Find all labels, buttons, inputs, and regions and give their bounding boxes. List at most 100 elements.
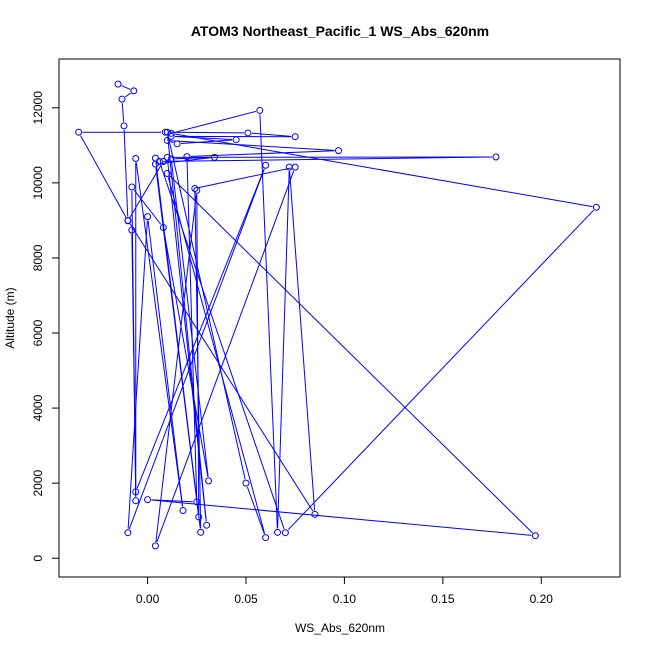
data-point xyxy=(163,136,171,144)
series-segment xyxy=(175,156,211,160)
series-segment xyxy=(131,234,137,488)
data-point xyxy=(159,224,167,232)
data-point xyxy=(262,161,270,169)
series-segment xyxy=(289,171,316,511)
y-tick-label: 10000 xyxy=(31,166,45,200)
data-point xyxy=(195,513,203,521)
data-point xyxy=(132,497,140,505)
data-point xyxy=(173,140,181,148)
series-segment xyxy=(147,220,184,507)
series-segment xyxy=(128,168,265,530)
data-point xyxy=(335,147,343,155)
series-segment xyxy=(175,136,233,140)
series-segment xyxy=(196,194,200,513)
y-axis-label: Altitude (m) xyxy=(3,287,17,348)
series-segment xyxy=(135,162,183,507)
series-segment xyxy=(246,486,265,534)
data-point xyxy=(144,213,152,221)
x-tick-label: 0.00 xyxy=(136,592,160,606)
data-point xyxy=(118,95,126,103)
data-point xyxy=(197,528,205,536)
data-point xyxy=(167,155,175,163)
data-point xyxy=(132,488,140,496)
data-point xyxy=(592,203,600,211)
data-point xyxy=(183,153,191,161)
data-point xyxy=(291,163,299,171)
x-tick-label: 0.15 xyxy=(431,592,455,606)
series-segment xyxy=(121,85,131,90)
data-point xyxy=(193,186,201,194)
series-segment xyxy=(171,162,209,477)
data-point xyxy=(193,498,201,506)
series-segment xyxy=(190,150,335,157)
data-point xyxy=(163,153,171,161)
data-point xyxy=(232,136,240,144)
data-point xyxy=(262,534,270,542)
data-point xyxy=(311,510,319,518)
data-point xyxy=(242,479,250,487)
series-segment xyxy=(124,92,131,98)
x-tick-label: 0.05 xyxy=(234,592,258,606)
data-point xyxy=(281,529,289,537)
y-tick-label: 6000 xyxy=(31,319,45,346)
series-segment xyxy=(287,209,594,531)
series-segment xyxy=(155,168,199,514)
data-point xyxy=(128,226,136,234)
data-point xyxy=(130,87,138,95)
series-segment xyxy=(136,168,265,489)
data-point xyxy=(167,132,175,140)
data-point xyxy=(114,80,122,88)
y-tick-label: 4000 xyxy=(31,394,45,421)
data-point xyxy=(163,169,171,177)
series-segment xyxy=(170,141,174,144)
data-point xyxy=(256,106,264,114)
series-segment xyxy=(251,132,292,137)
series-segment xyxy=(123,129,129,217)
series-segment xyxy=(151,499,532,536)
data-point xyxy=(151,542,159,550)
data-point xyxy=(159,157,167,165)
data-point xyxy=(492,153,500,161)
series-segment xyxy=(167,135,246,480)
series-segment xyxy=(277,171,290,529)
data-point xyxy=(163,128,171,136)
series-segment xyxy=(159,157,211,165)
x-tick-label: 0.10 xyxy=(333,592,357,606)
y-tick-label: 8000 xyxy=(31,244,45,271)
data-point xyxy=(531,532,539,540)
x-axis: 0.00 0.05 0.10 0.15 0.20 xyxy=(136,576,554,606)
x-axis-label: WS_Abs_620nm xyxy=(295,621,385,635)
data-point xyxy=(273,528,281,536)
series-segment xyxy=(121,103,125,122)
series-segment xyxy=(80,135,127,218)
series-segment xyxy=(155,194,197,542)
data-point xyxy=(132,154,140,162)
y-tick-label: 2000 xyxy=(31,469,45,496)
data-point xyxy=(211,153,219,161)
y-tick-label: 0 xyxy=(31,555,45,562)
data-point xyxy=(144,496,152,504)
series-segment xyxy=(181,139,233,145)
series-segment xyxy=(127,220,148,529)
data-point xyxy=(205,477,213,485)
series-segment xyxy=(175,133,593,208)
data-point xyxy=(124,529,132,537)
data-point xyxy=(75,128,83,136)
data-point xyxy=(191,185,199,192)
data-point xyxy=(120,122,128,130)
data-series xyxy=(75,80,600,550)
series-segment xyxy=(133,189,162,225)
series-segment xyxy=(163,156,492,162)
x-tick-label: 0.20 xyxy=(530,592,554,606)
series-segment xyxy=(169,131,244,134)
data-point xyxy=(128,183,136,191)
series-segment xyxy=(129,164,162,218)
data-point xyxy=(151,160,159,168)
series-segment xyxy=(198,167,292,189)
y-axis: 0 2000 4000 6000 8000 10000 12000 xyxy=(31,91,60,562)
data-point xyxy=(244,129,252,137)
y-tick-label: 12000 xyxy=(31,91,45,125)
series-segment xyxy=(163,231,209,478)
